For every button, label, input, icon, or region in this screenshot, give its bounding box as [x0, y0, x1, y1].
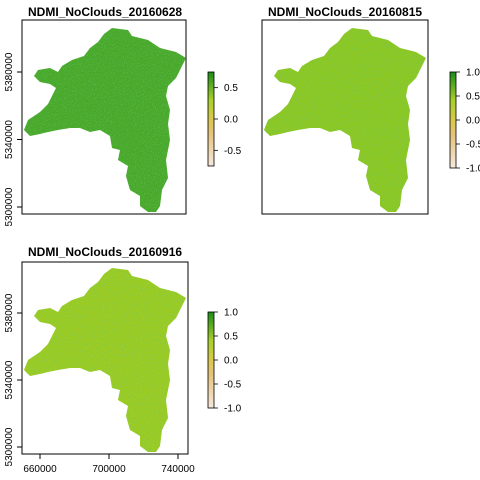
panel-title: NDMI_NoClouds_20160916 — [28, 245, 182, 259]
legend: 1.0 0.5 0.0 -0.5 -1.0 — [450, 68, 480, 175]
legend: 1.0 0.5 0.0 -0.5 -1.0 — [208, 308, 242, 415]
panel-title: NDMI_NoClouds_20160628 — [28, 5, 182, 19]
legend-tick-label: -0.5 — [224, 146, 242, 157]
legend-tick-label: 1.0 — [224, 308, 238, 319]
legend: 0.5 0.0 -0.5 — [208, 72, 242, 166]
legend-tick-label: 1.0 — [466, 68, 480, 79]
panel-ndmi-20160815: NDMI_NoClouds_20160815 1.0 0.5 0.0 -0.5 -1.0 — [262, 5, 480, 214]
legend-tick-label: 0.0 — [224, 115, 238, 126]
x-tick-label: 700000 — [92, 464, 126, 475]
y-axis: 5300000 5340000 5380000 — [4, 293, 22, 466]
panel-title: NDMI_NoClouds_20160815 — [268, 5, 422, 19]
legend-colorbar — [450, 72, 456, 168]
legend-tick-label: 0.0 — [224, 356, 238, 367]
region-raster — [24, 28, 186, 212]
panel-ndmi-20160628: NDMI_NoClouds_20160628 5300000 5340000 538… — [4, 5, 242, 226]
y-tick-label: 5380000 — [4, 52, 15, 91]
y-tick-label: 5380000 — [4, 293, 15, 332]
y-tick-label: 5340000 — [4, 360, 15, 399]
legend-tick-label: 0.5 — [466, 92, 480, 103]
legend-tick-label: 0.5 — [224, 83, 238, 94]
y-axis: 5300000 5340000 5380000 — [4, 52, 22, 226]
y-tick-label: 5340000 — [4, 120, 15, 159]
legend-colorbar — [208, 72, 214, 166]
legend-tick-label: -1.0 — [466, 164, 480, 175]
panel-ndmi-20160916: NDMI_NoClouds_20160916 5300000 5340000 538… — [4, 245, 242, 475]
legend-colorbar — [208, 312, 214, 408]
x-axis: 660000 700000 740000 — [23, 454, 195, 475]
y-tick-label: 5300000 — [4, 427, 15, 466]
legend-tick-label: -0.5 — [224, 380, 242, 391]
legend-tick-label: 0.5 — [224, 332, 238, 343]
y-tick-label: 5300000 — [4, 187, 15, 226]
legend-tick-label: 0.0 — [466, 116, 480, 127]
region-raster — [24, 268, 186, 452]
region-raster — [264, 28, 426, 212]
x-tick-label: 660000 — [23, 464, 57, 475]
x-tick-label: 740000 — [161, 464, 195, 475]
legend-tick-label: -1.0 — [224, 404, 242, 415]
legend-tick-label: -0.5 — [466, 140, 480, 151]
